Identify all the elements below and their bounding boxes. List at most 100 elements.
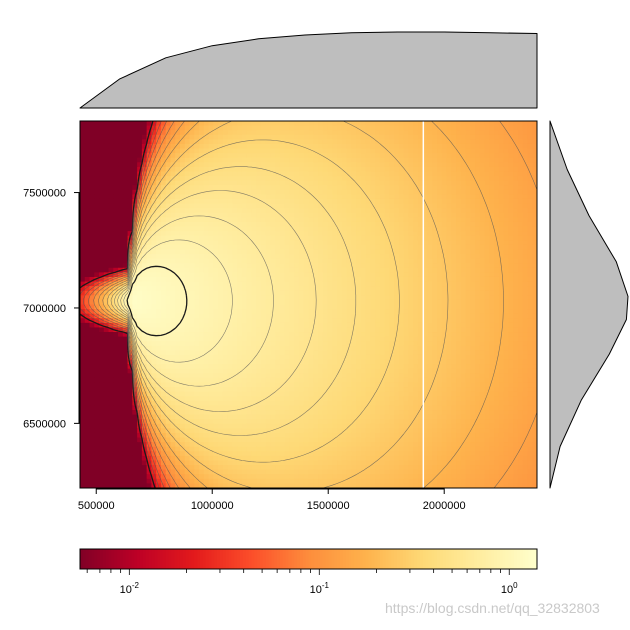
heatmap-cell [389,153,395,159]
heatmap-cell [394,171,400,177]
heatmap-cell [517,281,524,287]
heatmap-cell [322,327,329,333]
heatmap-cell [494,171,500,177]
heatmap-cell [246,267,252,273]
heatmap-cell [318,212,324,218]
heatmap-cell [384,208,391,214]
heatmap-cell [241,208,248,214]
heatmap-cell [103,281,110,287]
heatmap-cell [298,125,305,131]
heatmap-cell [146,203,153,209]
heatmap-cell [194,143,200,150]
heatmap-cell [356,221,362,228]
heatmap-cell [508,176,514,182]
heatmap-cell [384,313,391,319]
heatmap-cell [256,157,262,163]
heatmap-cell [222,189,229,195]
heatmap-cell [151,309,157,315]
heatmap-cell [318,286,324,292]
heatmap-cell [203,272,210,278]
heatmap-cell [413,240,419,246]
heatmap-cell [384,176,391,182]
heatmap-cell [251,143,257,150]
heatmap-cell [132,171,138,177]
heatmap-cell [160,212,167,218]
heatmap-cell [275,286,281,292]
heatmap-cell [451,157,457,163]
heatmap-cell [479,332,486,338]
heatmap-cell [484,231,490,237]
heatmap-cell [160,148,167,154]
heatmap-cell [137,244,143,251]
heatmap-cell [146,263,153,269]
heatmap-cell [294,198,300,205]
heatmap-cell [127,226,133,232]
heatmap-cell [337,231,343,237]
heatmap-cell [298,171,305,177]
heatmap-cell [141,350,148,356]
heatmap-cell [394,217,400,223]
heatmap-cell [337,203,343,209]
heatmap-cell [275,189,281,195]
heatmap-cell [80,134,86,140]
heatmap-cell [356,153,362,159]
heatmap-cell [160,267,167,273]
heatmap-cell [513,249,519,255]
heatmap-cell [398,143,405,150]
heatmap-cell [298,194,305,200]
heatmap-cell [532,226,537,232]
heatmap-cell [279,180,286,186]
heatmap-cell [218,272,224,278]
heatmap-cell [189,157,195,163]
heatmap-cell [451,153,457,159]
heatmap-cell [294,240,300,246]
heatmap-cell [137,143,143,150]
heatmap-cell [513,153,519,159]
heatmap-cell [437,221,443,228]
heatmap-cell [498,327,505,333]
heatmap-cell [370,249,376,255]
heatmap-cell [132,148,138,154]
heatmap-cell [265,226,272,232]
heatmap-cell [199,272,205,278]
heatmap-cell [522,249,529,255]
heatmap-cell [175,318,181,324]
heatmap-cell [513,299,519,306]
heatmap-cell [484,198,490,205]
heatmap-cell [494,313,500,319]
heatmap-cell [356,258,362,264]
heatmap-cell [275,231,281,237]
heatmap-cell [213,258,219,264]
heatmap-cell [103,240,110,246]
heatmap-cell [370,341,376,347]
heatmap-cell [122,166,129,173]
heatmap-cell [417,281,424,287]
heatmap-cell [398,350,405,356]
heatmap-cell [127,130,133,136]
heatmap-cell [360,336,367,342]
heatmap-cell [498,176,505,182]
heatmap-cell [84,254,91,260]
heatmap-cell [303,194,310,200]
heatmap-cell [208,354,214,361]
heatmap-cell [441,171,448,177]
heatmap-cell [294,143,300,150]
heatmap-cell [213,235,219,241]
heatmap-cell [356,249,362,255]
heatmap-cell [384,121,391,127]
heatmap-cell [527,313,533,319]
heatmap-cell [517,263,524,269]
heatmap-cell [213,322,219,329]
heatmap-cell [294,125,300,131]
heatmap-cell [432,166,438,173]
heatmap-cell [103,139,110,145]
heatmap-cell [227,313,233,319]
heatmap-cell [303,318,310,324]
heatmap-cell [146,295,153,301]
heatmap-cell [251,341,257,347]
heatmap-cell [370,332,376,338]
heatmap-cell [475,148,481,154]
heatmap-cell [303,208,310,214]
heatmap-cell [498,254,505,260]
heatmap-cell [160,299,167,306]
